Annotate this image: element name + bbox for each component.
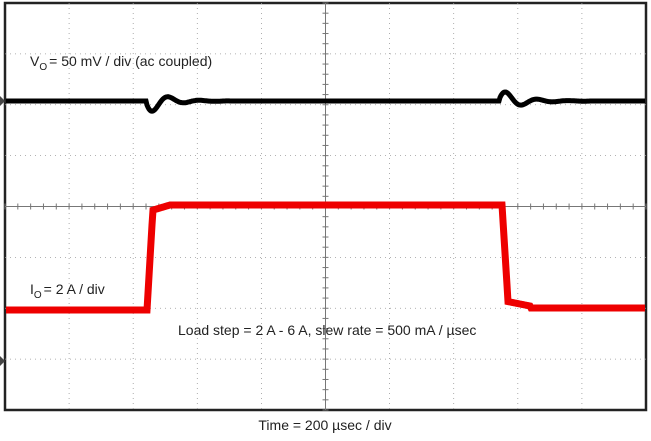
label-main: I [30, 281, 34, 297]
channel-marker [0, 96, 5, 106]
voltage-trace [6, 89, 645, 114]
x-axis-label: Time = 200 µsec / div [258, 417, 391, 433]
label-rest: = 50 mV / div (ac coupled) [49, 53, 212, 69]
label-sub: O [39, 62, 47, 73]
current-label: IO = 2 A / div [30, 281, 105, 301]
voltage-label: VO = 50 mV / div (ac coupled) [30, 53, 212, 73]
channel-marker [0, 356, 5, 366]
load-step-note: Load step = 2 A - 6 A, slew rate = 500 m… [178, 322, 476, 338]
current-trace [6, 201, 645, 314]
label-rest: = 2 A / div [44, 281, 105, 297]
label-sub: O [34, 290, 42, 301]
label-main: V [30, 53, 40, 69]
